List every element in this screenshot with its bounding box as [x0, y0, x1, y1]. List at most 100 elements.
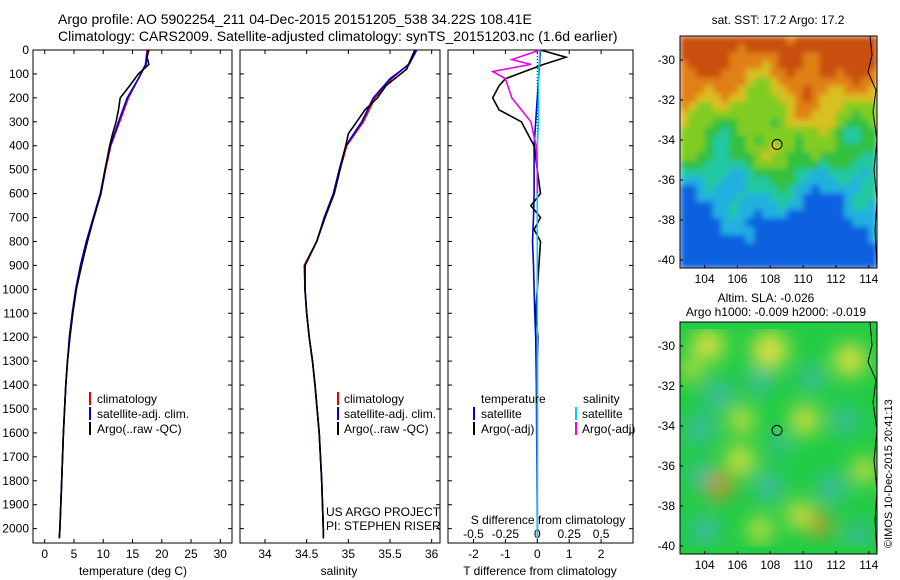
sst-cell — [696, 226, 706, 236]
sst-cell — [680, 85, 689, 95]
sla-eddy — [726, 446, 754, 474]
sst-cell — [794, 243, 804, 252]
depth-tick-label: 1100 — [3, 306, 29, 320]
sst-cell — [753, 185, 763, 194]
sst-cell — [680, 60, 689, 70]
sst-cell — [753, 143, 763, 153]
sst-cell — [827, 201, 837, 211]
sst-cell — [729, 52, 739, 62]
sst-cell — [704, 226, 714, 236]
sst-cell — [704, 234, 714, 244]
sst-cell — [803, 168, 812, 178]
sst-cell — [778, 234, 788, 244]
sst-cell — [803, 110, 812, 120]
sst-cell — [868, 36, 877, 45]
sst-cell — [696, 218, 706, 228]
sst-cell — [680, 77, 689, 87]
x-tick-label: 10 — [97, 547, 111, 561]
sst-cell — [712, 185, 722, 194]
sst-cell — [729, 94, 739, 103]
sst-cell — [680, 127, 689, 136]
sst-cell — [844, 135, 853, 145]
sla-eddy — [791, 406, 819, 434]
map-x-tick-label: 112 — [826, 558, 845, 572]
sst-cell — [688, 143, 697, 153]
sst-cell — [827, 69, 837, 78]
sst-cell — [860, 226, 870, 236]
sst-cell — [737, 251, 747, 261]
sst-cell — [737, 210, 747, 219]
sst-cell — [712, 243, 722, 252]
sst-cell — [712, 36, 722, 45]
sla-map-title: Altim. SLA: -0.026 — [718, 291, 815, 305]
sst-cell — [762, 77, 771, 87]
sst-map-image — [680, 36, 877, 268]
sst-cell — [819, 118, 829, 128]
sst-cell — [786, 251, 796, 261]
sst-cell — [770, 143, 780, 153]
sst-cell — [737, 152, 747, 161]
sst-cell — [860, 110, 870, 120]
sst-cell — [745, 52, 755, 62]
map-y-tick-label: -36 — [658, 173, 676, 187]
sst-cell — [721, 110, 730, 120]
sst-cell — [770, 201, 780, 211]
sst-cell — [868, 127, 877, 136]
sst-cell — [852, 168, 862, 178]
sst-cell — [762, 259, 771, 268]
sst-cell — [811, 185, 821, 194]
sst-cell — [753, 259, 763, 268]
sst-cell — [819, 193, 829, 203]
sst-cell — [721, 234, 730, 244]
x-tick-label: 35 — [342, 547, 356, 561]
sst-cell — [745, 94, 755, 103]
sst-cell — [721, 44, 730, 54]
sst-cell — [729, 143, 739, 153]
sst-cell — [753, 118, 763, 128]
sla-eddy — [853, 458, 877, 482]
sst-cell — [712, 135, 722, 145]
sst-cell — [803, 77, 812, 87]
sst-cell — [737, 44, 747, 54]
sst-cell — [737, 77, 747, 87]
sst-cell — [786, 102, 796, 112]
sst-cell — [844, 127, 853, 136]
sst-cell — [729, 135, 739, 145]
sst-cell — [868, 152, 877, 161]
sla-eddy — [754, 472, 782, 500]
sst-cell — [770, 193, 780, 203]
sst-cell — [704, 127, 714, 136]
x-tick-label: 5 — [71, 547, 78, 561]
sst-cell — [753, 234, 763, 244]
map-y-tick-label: -34 — [658, 419, 676, 433]
sst-cell — [721, 251, 730, 261]
sst-cell — [737, 185, 747, 194]
x-tick-label: 0 — [534, 547, 541, 561]
sst-cell — [729, 226, 739, 236]
sst-cell — [819, 152, 829, 161]
sst-cell — [778, 201, 788, 211]
sst-cell — [786, 168, 796, 178]
sst-cell — [696, 135, 706, 145]
sst-cell — [811, 36, 821, 45]
sst-cell — [778, 94, 788, 103]
sst-cell — [753, 152, 763, 161]
sst-cell — [753, 160, 763, 170]
sst-cell — [868, 201, 877, 211]
x-tick-label: 1 — [566, 547, 573, 561]
sst-cell — [786, 152, 796, 161]
sst-cell — [786, 94, 796, 103]
sst-cell — [794, 110, 804, 120]
sst-cell — [827, 185, 837, 194]
x-tick-label: 15 — [126, 547, 140, 561]
sst-cell — [721, 94, 730, 103]
sst-cell — [778, 118, 788, 128]
sst-cell — [786, 176, 796, 186]
sst-cell — [721, 85, 730, 95]
sst-cell — [778, 243, 788, 252]
sst-cell — [745, 143, 755, 153]
map-x-tick-label: 114 — [859, 558, 878, 572]
sst-cell — [819, 77, 829, 87]
sst-cell — [868, 77, 877, 87]
